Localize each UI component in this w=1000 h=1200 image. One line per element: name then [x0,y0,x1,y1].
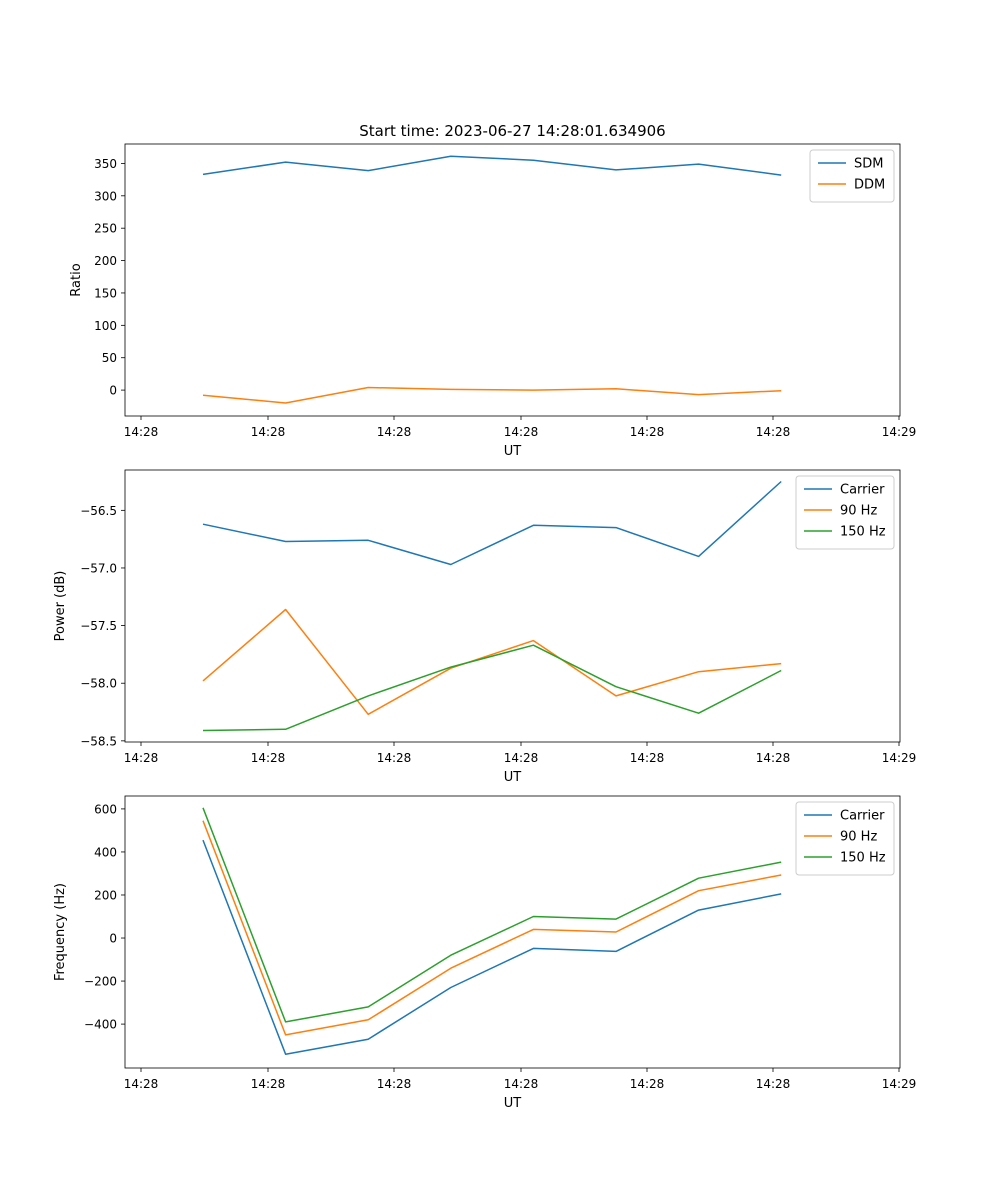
x-tick-label: 14:29 [882,751,917,765]
legend-label: 150 Hz [840,525,886,540]
series-line-1-1 [202,155,782,176]
x-axis-label: UT [504,770,522,785]
series-line-1-2 [202,386,782,404]
x-tick-label: 14:28 [504,425,539,439]
panel-1: 14:28 14:28 14:28 14:28 14:28 14:28 14:29 0 50 10… [69,143,917,459]
x-axis-label: UT [504,444,522,459]
x-tick-label: 14:28 [504,751,539,765]
y-axis-label: Power (dB) [53,571,68,642]
panel-3: 14:28 14:28 14:28 14:28 14:28 14:28 14:29 −400 −… [53,795,917,1111]
x-tick-label: 14:28 [756,1077,791,1091]
y-axis-label: Ratio [69,263,84,296]
series-line-3-3 [202,807,782,1023]
series-line-2-2 [202,608,782,716]
x-tick-label: 14:28 [377,425,412,439]
y-tick-label: 200 [94,888,117,902]
axes-frame [124,143,901,417]
series-line-2-1 [202,480,782,566]
legend-label: Carrier [840,483,885,498]
y-tick-label: −57.0 [80,561,117,575]
y-tick-label: 0 [109,384,117,398]
y-tick-label: 600 [94,802,117,816]
y-axis-label: Frequency (Hz) [53,883,68,981]
y-tick-label: −400 [84,1018,117,1032]
panel-2: 14:28 14:28 14:28 14:28 14:28 14:28 14:29 −58.5… [53,469,917,785]
y-tick-label: 300 [94,189,117,203]
legend-label: 90 Hz [840,830,877,845]
y-tick-label: −57.5 [80,619,117,633]
legend-label: 150 Hz [840,851,886,866]
x-tick-label: 14:28 [251,751,286,765]
y-tick-label: −200 [84,975,117,989]
axes-frame [124,469,901,743]
x-tick-label: 14:28 [377,751,412,765]
figure-title: Start time: 2023-06-27 14:28:01.634906 [359,122,665,140]
y-tick-label: 200 [94,254,117,268]
x-tick-label: 14:28 [630,1077,665,1091]
y-tick-label: 50 [102,351,117,365]
y-tick-label: 150 [94,286,117,300]
x-tick-label: 14:28 [124,425,159,439]
x-tick-label: 14:28 [251,425,286,439]
y-tick-label: 100 [94,319,117,333]
y-tick-label: −56.5 [80,504,117,518]
axes-frame [124,795,901,1069]
x-tick-label: 14:28 [124,1077,159,1091]
x-tick-label: 14:28 [756,425,791,439]
y-tick-label: 0 [109,932,117,946]
x-tick-label: 14:29 [882,1077,917,1091]
x-tick-label: 14:28 [504,1077,539,1091]
legend-label: 90 Hz [840,504,877,519]
y-tick-label: 250 [94,222,117,236]
x-tick-label: 14:28 [630,425,665,439]
x-tick-label: 14:28 [251,1077,286,1091]
x-axis-label: UT [504,1096,522,1111]
legend-label: DDM [854,178,885,193]
x-tick-label: 14:28 [124,751,159,765]
x-tick-label: 14:29 [882,425,917,439]
legend-label: SDM [854,157,883,172]
y-tick-label: 350 [94,157,117,171]
x-tick-label: 14:28 [756,751,791,765]
series-line-3-1 [202,839,782,1055]
series-line-3-2 [202,820,782,1036]
y-tick-label: −58.5 [80,734,117,748]
legend-label: Carrier [840,809,885,824]
x-tick-label: 14:28 [630,751,665,765]
y-tick-label: −58.0 [80,677,117,691]
x-tick-label: 14:28 [377,1077,412,1091]
y-tick-label: 400 [94,845,117,859]
series-line-2-3 [202,644,782,732]
